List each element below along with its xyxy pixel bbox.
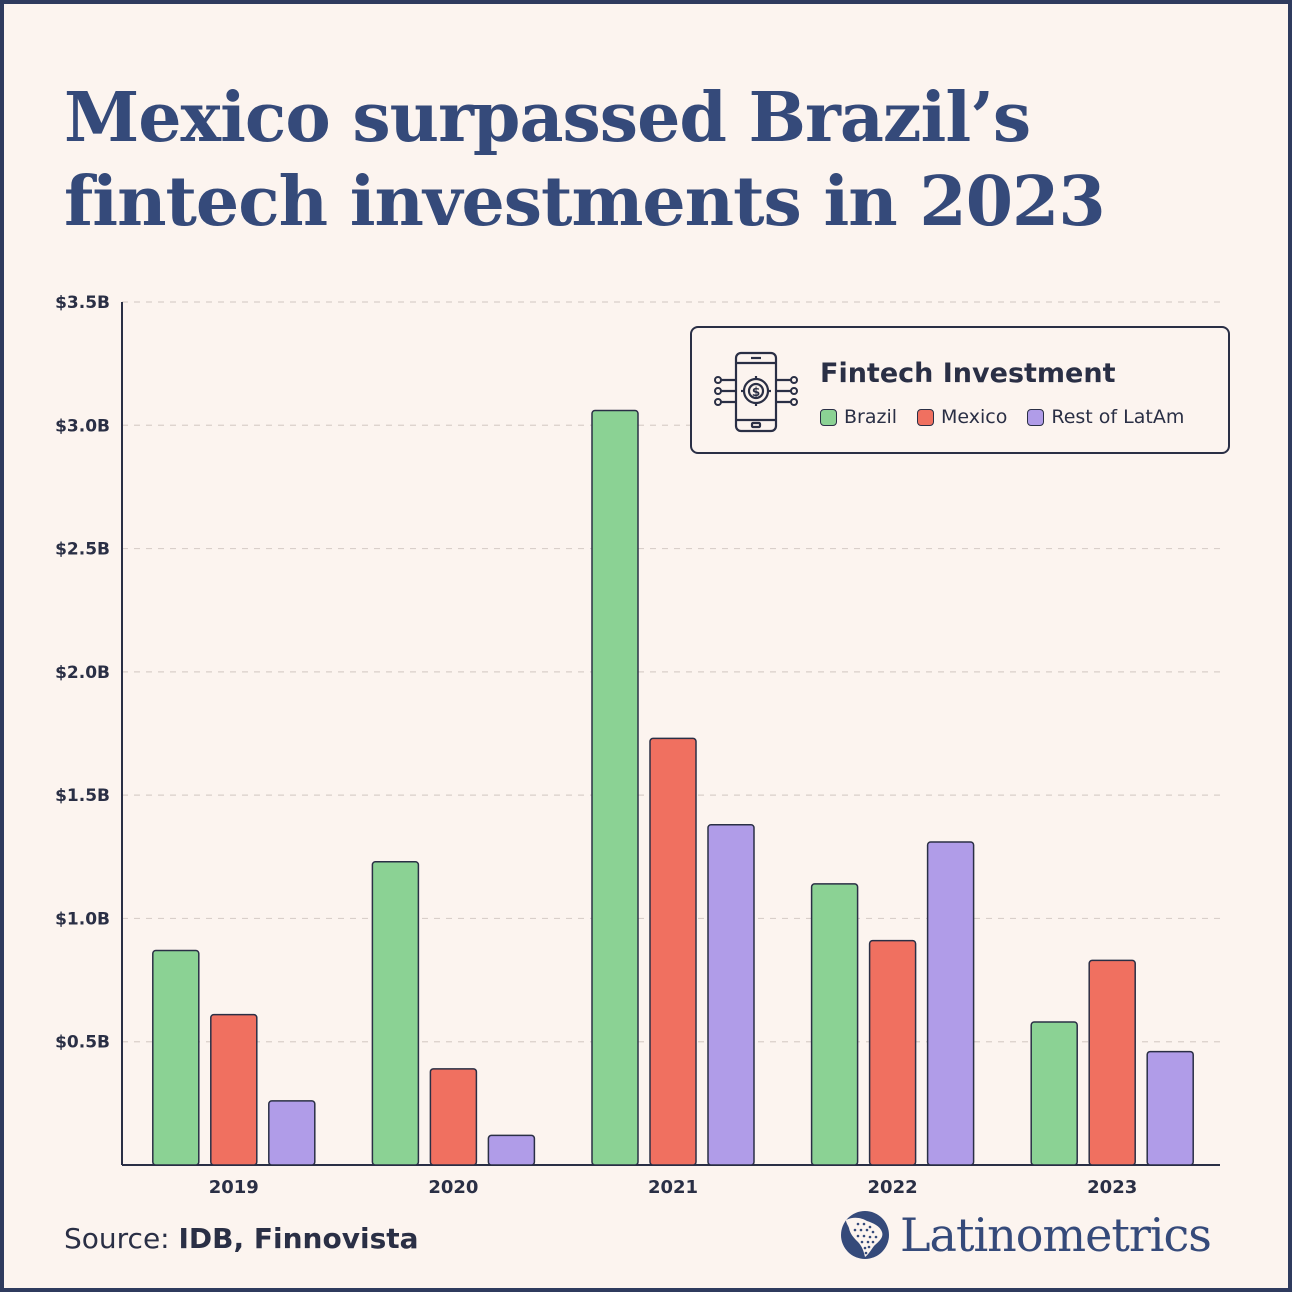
bar-mexico-2020 bbox=[429, 1068, 478, 1166]
legend: $ Fintech Investment Brazil Mexico Rest … bbox=[690, 326, 1230, 454]
legend-item-brazil: Brazil bbox=[820, 406, 897, 428]
bar-brazil-2023 bbox=[1030, 1021, 1078, 1166]
legend-swatch-brazil bbox=[820, 408, 837, 426]
y-tick-label: $1.5B bbox=[55, 786, 110, 806]
legend-items: Brazil Mexico Rest of LatAm bbox=[820, 406, 1184, 428]
bar-brazil-2019 bbox=[152, 949, 200, 1166]
legend-title: Fintech Investment bbox=[820, 358, 1116, 389]
page-frame: Mexico surpassed Brazil’s fintech invest… bbox=[4, 4, 1288, 1288]
x-tick-label: 2023 bbox=[1087, 1177, 1137, 1198]
svg-text:$: $ bbox=[752, 385, 760, 399]
smartphone-dollar-gear-icon: $ bbox=[714, 351, 798, 433]
bar-brazil-2021 bbox=[591, 409, 639, 1166]
bar-rest-of-latam-2019 bbox=[268, 1100, 316, 1166]
legend-item-mexico: Mexico bbox=[917, 406, 1007, 428]
source-note: Source: IDB, Finnovista bbox=[64, 1222, 419, 1255]
y-tick-label: $3.5B bbox=[55, 293, 110, 313]
y-tick-label: $3.0B bbox=[55, 416, 110, 436]
x-tick-label: 2021 bbox=[648, 1177, 698, 1198]
page-title: Mexico surpassed Brazil’s fintech invest… bbox=[64, 78, 1106, 242]
legend-label-rest-of-latam: Rest of LatAm bbox=[1051, 406, 1185, 428]
legend-swatch-mexico bbox=[917, 408, 935, 426]
bar-brazil-2020 bbox=[371, 860, 420, 1166]
bar-rest-of-latam-2020 bbox=[487, 1134, 536, 1166]
legend-label-brazil: Brazil bbox=[844, 406, 898, 428]
bar-mexico-2023 bbox=[1088, 959, 1136, 1166]
bar-rest-of-latam-2021 bbox=[707, 823, 755, 1166]
source-prefix: Source: bbox=[64, 1222, 170, 1255]
x-tick-label: 2019 bbox=[209, 1177, 259, 1198]
y-tick-label: $2.5B bbox=[55, 540, 110, 560]
y-tick-label: $0.5B bbox=[55, 1033, 110, 1053]
bar-chart: $0.5B $1.0B $1.5B $2.0B $2.5B $3.0B $3.5B 2019 2… bbox=[55, 293, 1220, 1198]
y-tick-label: $1.0B bbox=[55, 909, 110, 929]
x-tick-label: 2020 bbox=[428, 1177, 478, 1198]
source-names: IDB, Finnovista bbox=[178, 1222, 419, 1255]
bar-brazil-2022 bbox=[810, 883, 859, 1166]
bar-mexico-2021 bbox=[649, 737, 697, 1166]
bar-mexico-2019 bbox=[210, 1013, 258, 1166]
legend-item-rest-of-latam: Rest of LatAm bbox=[1027, 406, 1184, 428]
brand-logo: Latinometrics bbox=[840, 1208, 1212, 1262]
bar-rest-of-latam-2023 bbox=[1146, 1050, 1194, 1166]
bar-mexico-2022 bbox=[868, 939, 917, 1166]
legend-swatch-rest-of-latam bbox=[1027, 408, 1045, 426]
y-tick-label: $2.0B bbox=[55, 663, 110, 683]
x-tick-label: 2022 bbox=[868, 1177, 918, 1198]
brand-name: Latinometrics bbox=[900, 1208, 1212, 1262]
bar-rest-of-latam-2022 bbox=[926, 841, 975, 1166]
legend-label-mexico: Mexico bbox=[941, 406, 1008, 428]
latin-america-map-logo-icon bbox=[841, 1211, 889, 1259]
